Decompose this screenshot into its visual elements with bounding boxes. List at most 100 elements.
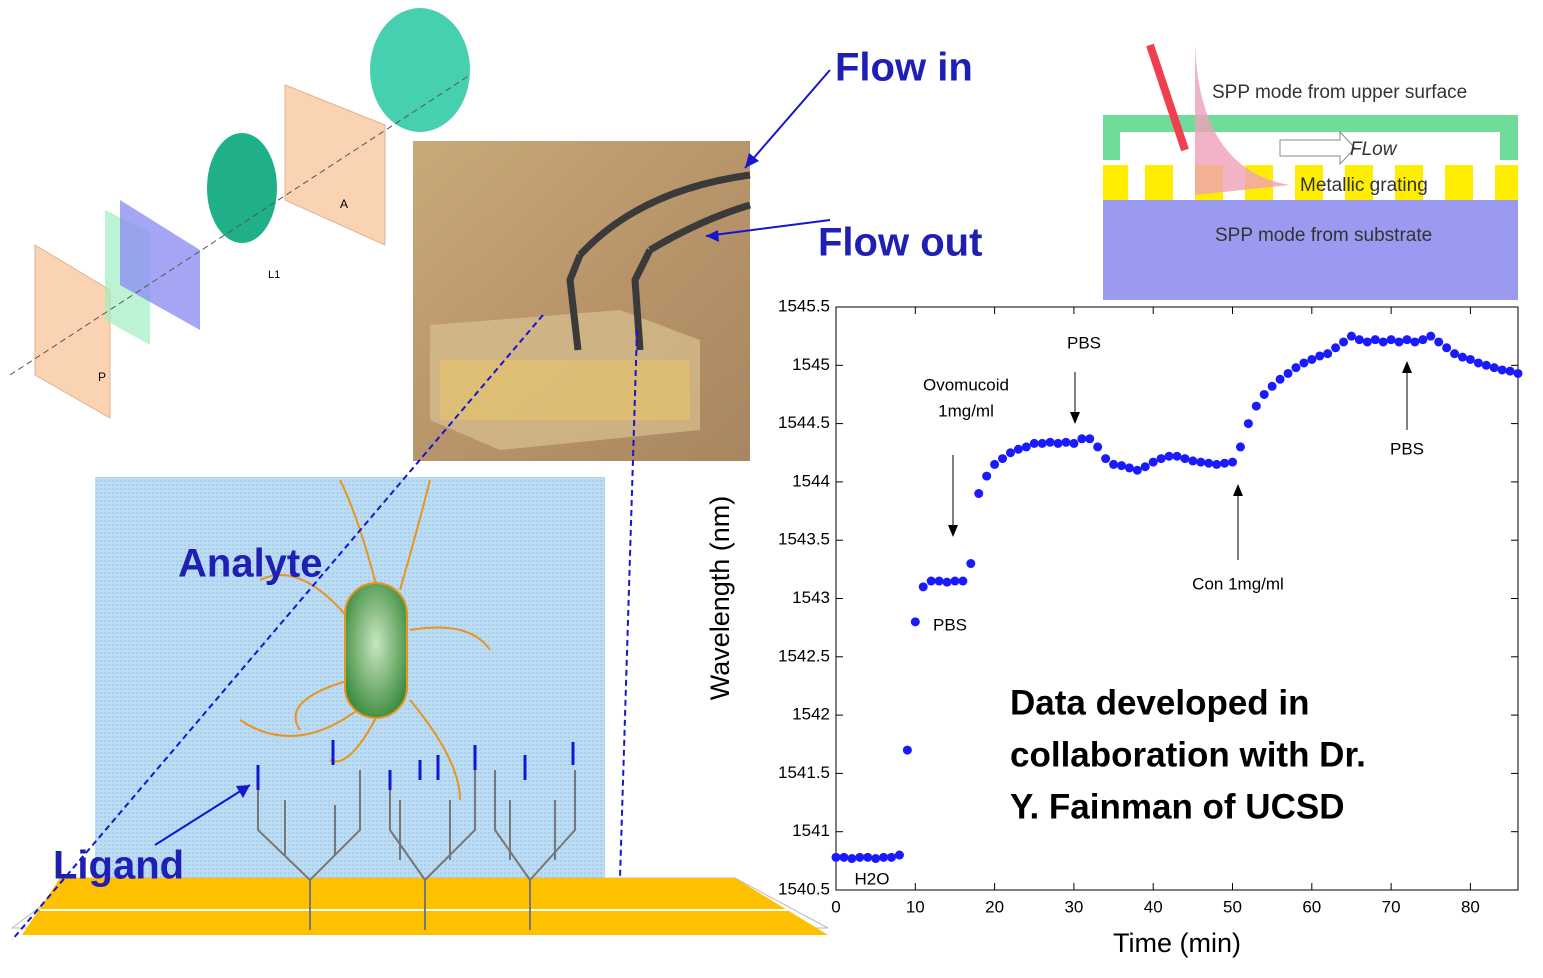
data-point <box>879 853 888 862</box>
y-tick-label: 1542 <box>792 705 830 724</box>
data-point <box>1077 434 1086 443</box>
flow-in-label: Flow in <box>835 46 973 90</box>
data-point <box>1323 349 1332 358</box>
data-point <box>895 851 904 860</box>
data-point <box>1331 343 1340 352</box>
data-point <box>1212 460 1221 469</box>
data-point <box>990 460 999 469</box>
data-point <box>1276 375 1285 384</box>
data-point <box>1474 358 1483 367</box>
data-point <box>847 854 856 863</box>
x-tick-label: 20 <box>985 897 1004 916</box>
data-point <box>1490 363 1499 372</box>
data-point <box>935 577 944 586</box>
data-point <box>1347 332 1356 341</box>
data-point <box>887 853 896 862</box>
data-point <box>1133 466 1142 475</box>
data-point <box>1260 390 1269 399</box>
x-tick-label: 50 <box>1223 897 1242 916</box>
ligand-label: Ligand <box>53 844 184 888</box>
annotation: Con 1mg/ml <box>1192 574 1284 593</box>
data-point <box>998 454 1007 463</box>
data-point <box>958 577 967 586</box>
x-tick-label: 30 <box>1064 897 1083 916</box>
annotation: Ovomucoid <box>923 375 1009 394</box>
data-point <box>927 577 936 586</box>
data-point <box>839 853 848 862</box>
data-point <box>1387 335 1396 344</box>
data-point <box>1466 355 1475 364</box>
y-tick-label: 1541 <box>792 821 830 840</box>
data-point <box>1268 382 1277 391</box>
optic-label: P <box>98 370 106 384</box>
y-tick-label: 1545 <box>792 355 830 374</box>
x-tick-label: 40 <box>1144 897 1163 916</box>
data-point <box>1101 454 1110 463</box>
data-point <box>1410 337 1419 346</box>
x-tick-label: 70 <box>1382 897 1401 916</box>
data-point <box>1085 434 1094 443</box>
data-point <box>1173 452 1182 461</box>
data-point <box>1228 458 1237 467</box>
note-line: Y. Fainman of UCSD <box>1010 787 1344 826</box>
data-point <box>1355 335 1364 344</box>
data-point <box>1299 358 1308 367</box>
y-tick-label: 1541.5 <box>778 763 830 782</box>
data-point <box>1244 419 1253 428</box>
data-point <box>1093 442 1102 451</box>
data-point <box>1395 337 1404 346</box>
x-tick-label: 10 <box>906 897 925 916</box>
data-point <box>1157 454 1166 463</box>
data-point <box>1022 442 1031 451</box>
y-tick-label: 1544.5 <box>778 413 830 432</box>
data-point <box>1188 456 1197 465</box>
data-point <box>1038 439 1047 448</box>
spp-diagram: SPP mode from upper surface FLow Metalli… <box>1103 45 1518 300</box>
optics-diagram: P A L1 <box>10 8 470 418</box>
data-point <box>943 578 952 587</box>
data-point <box>1458 353 1467 362</box>
note-line: collaboration with Dr. <box>1010 735 1366 774</box>
data-point <box>974 489 983 498</box>
spp-label: SPP mode from upper surface <box>1212 82 1467 103</box>
data-point <box>966 559 975 568</box>
data-point <box>1046 438 1055 447</box>
data-point <box>1315 351 1324 360</box>
data-point <box>1434 337 1443 346</box>
x-axis-label: Time (min) <box>1113 928 1241 958</box>
data-point <box>1363 337 1372 346</box>
data-point <box>1030 439 1039 448</box>
data-point <box>1426 332 1435 341</box>
annotation: PBS <box>933 615 967 634</box>
y-axis-label: Wavelength (nm) <box>705 496 735 701</box>
note-line: Data developed in <box>1010 683 1310 722</box>
data-point <box>1379 337 1388 346</box>
data-point <box>911 617 920 626</box>
data-point <box>1514 369 1523 378</box>
data-point <box>1014 445 1023 454</box>
data-point <box>1371 335 1380 344</box>
spp-label: Metallic grating <box>1300 175 1428 196</box>
x-tick-label: 60 <box>1302 897 1321 916</box>
data-point <box>1498 365 1507 374</box>
data-point <box>1307 355 1316 364</box>
y-tick-label: 1540.5 <box>778 879 830 898</box>
data-point <box>1125 463 1134 472</box>
data-point <box>1196 458 1205 467</box>
data-point <box>1141 462 1150 471</box>
optic-label: A <box>340 197 348 211</box>
spp-label: FLow <box>1350 139 1398 160</box>
data-point <box>1339 337 1348 346</box>
annotation: H2O <box>855 869 890 888</box>
flow-out-label: Flow out <box>818 221 982 265</box>
y-tick-label: 1544 <box>792 471 830 490</box>
analyte-label: Analyte <box>178 542 323 586</box>
annotation: 1mg/ml <box>938 401 994 420</box>
data-point <box>1165 452 1174 461</box>
data-point <box>1284 369 1293 378</box>
data-point <box>1149 458 1158 467</box>
optic-label: L1 <box>268 269 280 281</box>
data-point <box>1236 442 1245 451</box>
x-tick-label: 0 <box>831 897 840 916</box>
x-tick-label: 80 <box>1461 897 1480 916</box>
